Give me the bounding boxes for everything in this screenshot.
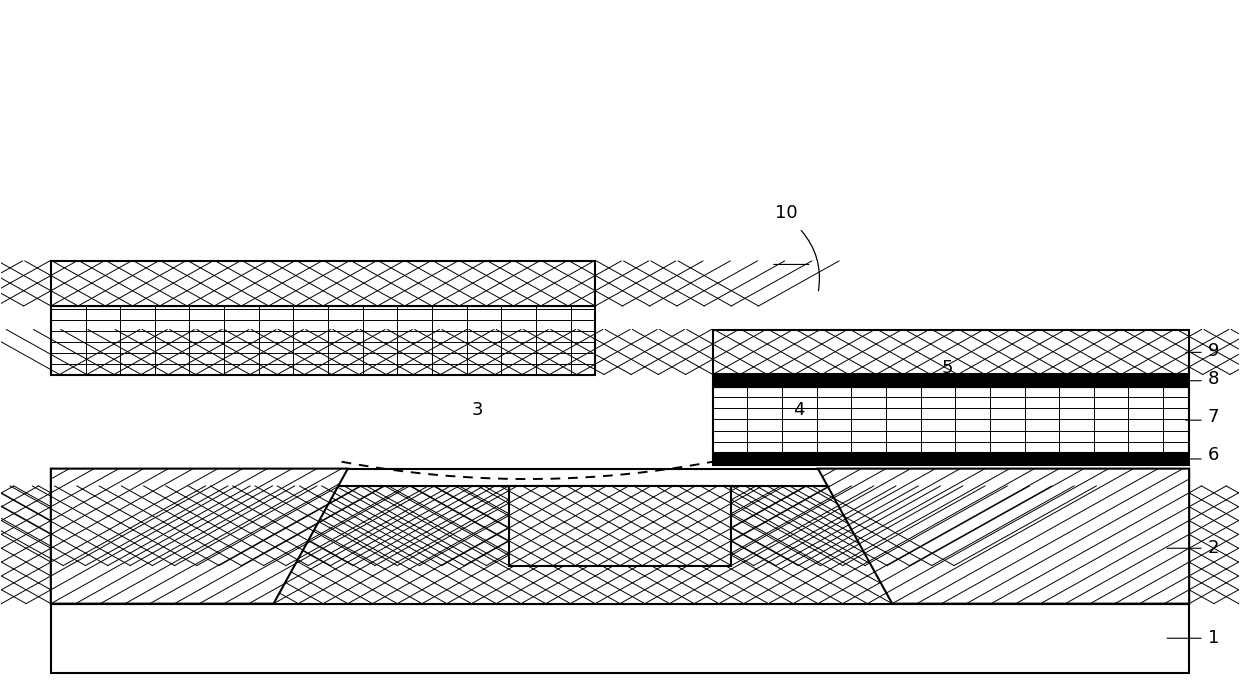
Bar <box>713 329 1189 375</box>
Text: 7: 7 <box>1208 408 1219 426</box>
Text: 8: 8 <box>1208 370 1219 388</box>
Polygon shape <box>818 468 1189 604</box>
Bar <box>51 604 1189 673</box>
Bar <box>51 468 1189 486</box>
Bar <box>713 452 1189 465</box>
Polygon shape <box>51 468 347 604</box>
Text: 6: 6 <box>1208 445 1219 464</box>
Bar <box>51 486 1189 604</box>
Text: 2: 2 <box>1208 539 1219 557</box>
Text: 5: 5 <box>941 359 954 377</box>
Bar <box>51 261 595 306</box>
Bar <box>713 375 1189 387</box>
Bar <box>713 387 1189 452</box>
Text: 9: 9 <box>1208 342 1219 360</box>
Bar <box>508 486 732 566</box>
Text: 1: 1 <box>1208 629 1219 647</box>
Text: 4: 4 <box>794 401 805 419</box>
Text: 3: 3 <box>471 401 484 419</box>
Text: 10: 10 <box>775 204 797 222</box>
Bar <box>51 306 595 375</box>
